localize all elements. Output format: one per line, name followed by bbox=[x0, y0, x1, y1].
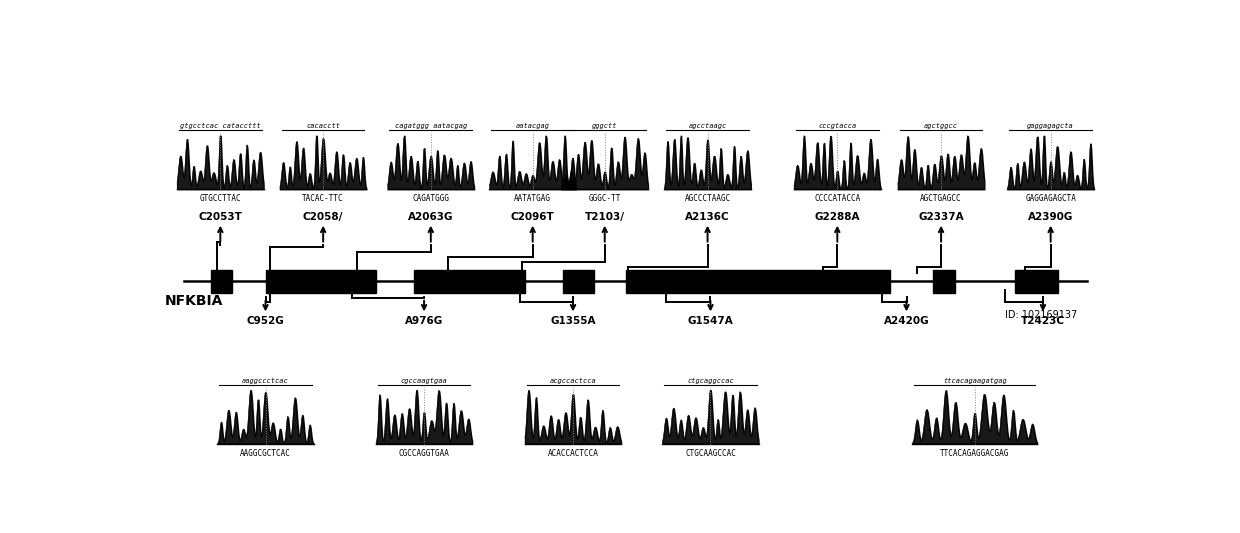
Text: gaggagagcta: gaggagagcta bbox=[1027, 123, 1074, 129]
Text: A2136C: A2136C bbox=[686, 212, 730, 222]
Text: G1547A: G1547A bbox=[688, 317, 733, 326]
Text: cgccaagtgaa: cgccaagtgaa bbox=[401, 377, 448, 384]
Text: A2390G: A2390G bbox=[1028, 212, 1074, 222]
Bar bbox=[414, 270, 525, 293]
Text: C2053T: C2053T bbox=[198, 212, 242, 222]
Bar bbox=[265, 270, 376, 293]
Text: T2423C: T2423C bbox=[1021, 317, 1065, 326]
Text: cacacctt: cacacctt bbox=[306, 123, 340, 129]
Text: AATATGAG: AATATGAG bbox=[515, 194, 551, 203]
Text: CTGCAAGCCAC: CTGCAAGCCAC bbox=[684, 448, 735, 457]
Bar bbox=[1016, 270, 1059, 293]
Text: GAGGAGAGCTA: GAGGAGAGCTA bbox=[1025, 194, 1076, 203]
Text: ttcacagaagatgag: ttcacagaagatgag bbox=[942, 377, 1007, 384]
Text: TTCACAGAGGACGAG: TTCACAGAGGACGAG bbox=[940, 448, 1009, 457]
Text: agctggcc: agctggcc bbox=[924, 123, 959, 129]
Text: agcctaagc: agcctaagc bbox=[688, 123, 727, 129]
Text: G2337A: G2337A bbox=[919, 212, 963, 222]
Text: G2288A: G2288A bbox=[815, 212, 861, 222]
Text: gggctt: gggctt bbox=[591, 123, 618, 129]
Text: C2096T: C2096T bbox=[511, 212, 554, 222]
Text: C952G: C952G bbox=[247, 317, 284, 326]
Bar bbox=[934, 270, 955, 293]
Text: NFKBIA: NFKBIA bbox=[165, 294, 223, 308]
Text: aatacgag: aatacgag bbox=[516, 123, 549, 129]
Text: G1355A: G1355A bbox=[551, 317, 595, 326]
Text: acgccactcca: acgccactcca bbox=[549, 377, 596, 384]
Text: A976G: A976G bbox=[405, 317, 443, 326]
Text: CGCCAGGTGAA: CGCCAGGTGAA bbox=[398, 448, 450, 457]
Text: CAGATGGG: CAGATGGG bbox=[413, 194, 449, 203]
Bar bbox=[211, 270, 232, 293]
Text: AAGGCGCTCAC: AAGGCGCTCAC bbox=[241, 448, 291, 457]
Bar bbox=[563, 270, 594, 293]
Text: cagatggg aatacgag: cagatggg aatacgag bbox=[394, 123, 467, 129]
Text: GGGC-TT: GGGC-TT bbox=[589, 194, 621, 203]
Text: TACAC-TTC: TACAC-TTC bbox=[303, 194, 343, 203]
Text: ctgcaggccac: ctgcaggccac bbox=[687, 377, 734, 384]
Text: C2058/: C2058/ bbox=[303, 212, 343, 222]
Text: CCCCATACCA: CCCCATACCA bbox=[815, 194, 861, 203]
Text: A2063G: A2063G bbox=[408, 212, 454, 222]
Text: T2103/: T2103/ bbox=[585, 212, 625, 222]
Text: cccgtacca: cccgtacca bbox=[818, 123, 857, 129]
Text: gtgcctcac cataccttt: gtgcctcac cataccttt bbox=[180, 123, 260, 129]
Text: aaggccctcac: aaggccctcac bbox=[242, 377, 289, 384]
Text: AGCCCTAAGC: AGCCCTAAGC bbox=[684, 194, 730, 203]
Text: AGCTGAGCC: AGCTGAGCC bbox=[920, 194, 962, 203]
Text: ID: 102169137: ID: 102169137 bbox=[1006, 310, 1078, 320]
Text: ACACCACTCCA: ACACCACTCCA bbox=[548, 448, 599, 457]
Text: A2420G: A2420G bbox=[884, 317, 929, 326]
Bar bbox=[626, 270, 890, 293]
Text: GTGCCTTAC: GTGCCTTAC bbox=[200, 194, 241, 203]
